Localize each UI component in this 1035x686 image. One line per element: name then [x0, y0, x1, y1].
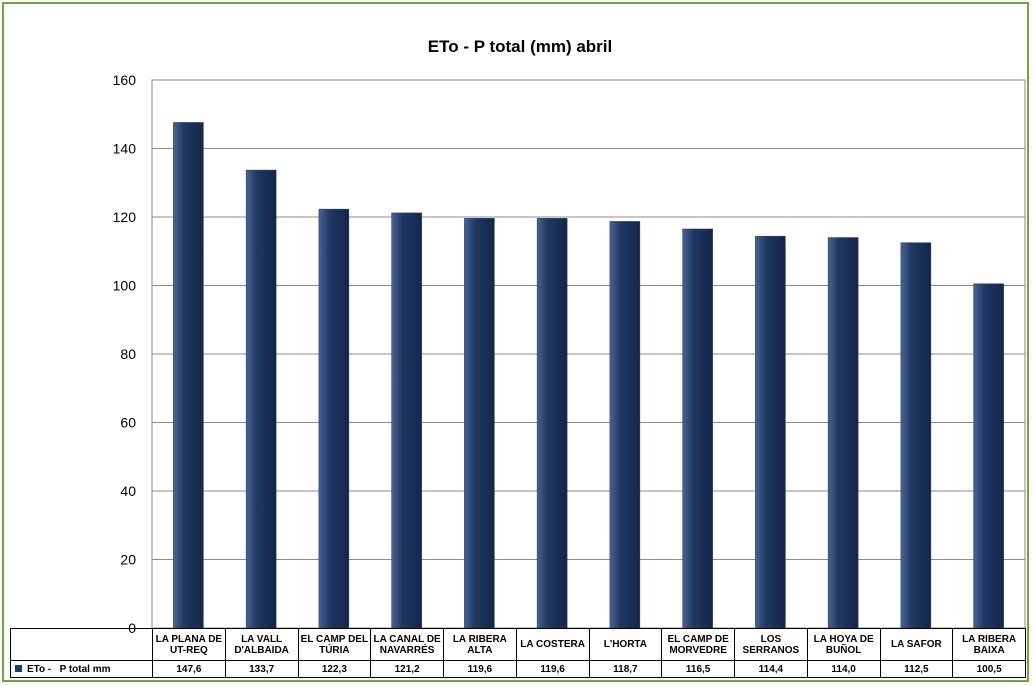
category-label-text: LA HOYA DE BUÑOL — [813, 633, 874, 656]
y-tick-label: 60 — [120, 415, 136, 431]
value-label-text: 122,3 — [321, 663, 347, 675]
value-label-text: 147,6 — [176, 663, 202, 675]
y-tick-label: 20 — [120, 552, 136, 568]
category-label: EL CAMP DEL TÚRIA — [297, 628, 372, 661]
category-label-text: LA RIBERA BAIXA — [962, 633, 1017, 656]
bar — [755, 235, 786, 629]
category-label: LA RIBERA BAIXA — [952, 628, 1026, 661]
value-label: 114,4 — [734, 660, 808, 678]
value-label: 119,6 — [443, 660, 517, 678]
legend-entry: ETo - P total mm — [10, 660, 153, 678]
chart-title: ETo - P total (mm) abril — [428, 37, 613, 56]
value-label: 114,0 — [806, 660, 881, 678]
bar — [173, 122, 204, 629]
category-label-text: LOS SERRANOS — [742, 633, 800, 656]
legend-key — [15, 665, 22, 672]
value-label: 121,2 — [370, 660, 444, 678]
bar — [682, 228, 713, 629]
value-label: 122,3 — [297, 660, 372, 678]
y-tick-label: 80 — [120, 346, 136, 362]
category-label-text: EL CAMP DE MORVEDRE — [667, 633, 729, 656]
category-label: LA SAFOR — [879, 628, 954, 661]
value-label: 118,7 — [588, 660, 663, 678]
category-label: LOS SERRANOS — [734, 628, 808, 661]
category-label-text: LA PLANA DE UT-REQ — [155, 633, 223, 656]
category-label: LA VALL D'ALBAIDA — [224, 628, 299, 661]
category-label-text: LA SAFOR — [891, 639, 942, 650]
value-label-text: 118,7 — [613, 663, 638, 675]
value-label-text: 112,5 — [904, 663, 929, 675]
legend-entry-text: ETo - P total mm — [27, 663, 111, 675]
value-label-text: 121,2 — [394, 663, 420, 675]
category-label: LA COSTERA — [515, 628, 590, 661]
value-label: 100,5 — [952, 660, 1026, 678]
value-label-text: 116,5 — [685, 663, 711, 675]
table-corner — [10, 628, 153, 661]
bar — [973, 283, 1004, 629]
value-label-text: 100,5 — [976, 663, 1002, 675]
value-label: 116,5 — [661, 660, 735, 678]
category-label: EL CAMP DE MORVEDRE — [661, 628, 735, 661]
value-label: 133,7 — [224, 660, 299, 678]
category-label: LA CANAL DE NAVARRÉS — [370, 628, 444, 661]
value-label: 147,6 — [152, 660, 226, 678]
bar — [391, 212, 422, 629]
value-label-text: 133,7 — [249, 663, 275, 675]
y-tick-label: 160 — [113, 72, 137, 88]
category-label-text: LA RIBERA ALTA — [452, 633, 507, 656]
value-label-text: 119,6 — [467, 663, 493, 675]
value-label: 119,6 — [515, 660, 590, 678]
bar — [464, 218, 495, 629]
bar — [609, 221, 641, 629]
value-label-text: 114,0 — [831, 663, 856, 675]
category-label: LA HOYA DE BUÑOL — [806, 628, 881, 661]
y-tick-label: 140 — [113, 141, 137, 157]
category-label: L'HORTA — [588, 628, 663, 661]
bar — [318, 208, 350, 629]
category-label-text: L'HORTA — [603, 639, 648, 650]
bar — [827, 237, 859, 629]
y-tick-label: 40 — [120, 483, 136, 499]
category-label: LA PLANA DE UT-REQ — [152, 628, 226, 661]
category-label-text: EL CAMP DEL TÚRIA — [300, 633, 369, 656]
bar — [245, 169, 277, 629]
bar — [536, 218, 568, 629]
category-label-text: LA CANAL DE NAVARRÉS — [373, 633, 441, 656]
bar — [900, 242, 932, 629]
value-label-text: 114,4 — [758, 663, 784, 675]
category-label-text: LA VALL D'ALBAIDA — [234, 633, 289, 656]
y-tick-label: 100 — [113, 278, 137, 294]
value-label-text: 119,6 — [540, 663, 565, 675]
y-tick-label: 120 — [113, 209, 137, 225]
value-label: 112,5 — [879, 660, 954, 678]
category-label-text: LA COSTERA — [520, 639, 585, 650]
category-label: LA RIBERA ALTA — [443, 628, 517, 661]
